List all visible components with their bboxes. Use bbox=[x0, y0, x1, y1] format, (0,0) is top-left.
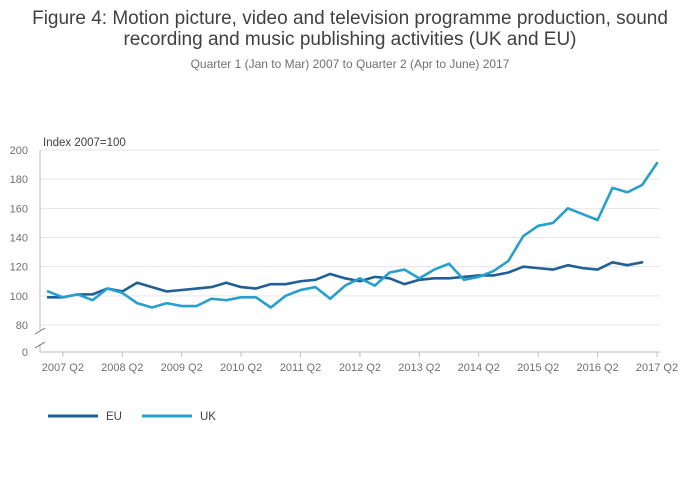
x-tick-label: 2009 Q2 bbox=[161, 362, 203, 374]
x-tick-label: 2014 Q2 bbox=[458, 362, 500, 374]
axis-break-mark bbox=[34, 341, 46, 349]
series-line-eu bbox=[46, 260, 644, 299]
axis-break-mark bbox=[34, 327, 46, 335]
legend-label-eu: EU bbox=[106, 411, 122, 423]
legend-label-uk: UK bbox=[200, 411, 216, 423]
x-tick-label: 2013 Q2 bbox=[398, 362, 440, 374]
y-tick-label: 100 bbox=[10, 291, 28, 303]
y-tick-label: 140 bbox=[10, 233, 28, 245]
x-tick-label: 2015 Q2 bbox=[517, 362, 559, 374]
y-tick-label: 80 bbox=[16, 320, 28, 332]
y-tick-label: 120 bbox=[10, 262, 28, 274]
y-axis: 0 80 100 120 140 160 180 200 bbox=[10, 145, 46, 359]
x-tick-label: 2010 Q2 bbox=[220, 362, 262, 374]
legend: EU UK bbox=[48, 411, 216, 423]
y-tick-label: 200 bbox=[10, 145, 28, 157]
x-tick-label: 2007 Q2 bbox=[42, 362, 84, 374]
x-tick-label: 2008 Q2 bbox=[101, 362, 143, 374]
chart-title: Figure 4: Motion picture, video and tele… bbox=[32, 8, 668, 50]
x-tick-label: 2011 Q2 bbox=[280, 362, 321, 374]
x-tick-label: 2017 Q2 bbox=[636, 362, 678, 374]
y-tick-label: 180 bbox=[10, 174, 28, 186]
series-lines bbox=[46, 161, 659, 309]
series-line-uk bbox=[46, 161, 659, 309]
x-tick-label: 2012 Q2 bbox=[339, 362, 381, 374]
chart-subtitle: Quarter 1 (Jan to Mar) 2007 to Quarter 2… bbox=[190, 57, 510, 71]
y-tick-label: 0 bbox=[22, 347, 28, 359]
gridlines bbox=[40, 149, 660, 326]
y-tick-label: 160 bbox=[10, 203, 28, 215]
x-tick-label: 2016 Q2 bbox=[576, 362, 618, 374]
x-axis: 2007 Q2 2008 Q2 2009 Q2 2010 Q2 2011 Q2 2012 … bbox=[40, 351, 678, 374]
y-axis-label: Index 2007=100 bbox=[43, 137, 126, 149]
